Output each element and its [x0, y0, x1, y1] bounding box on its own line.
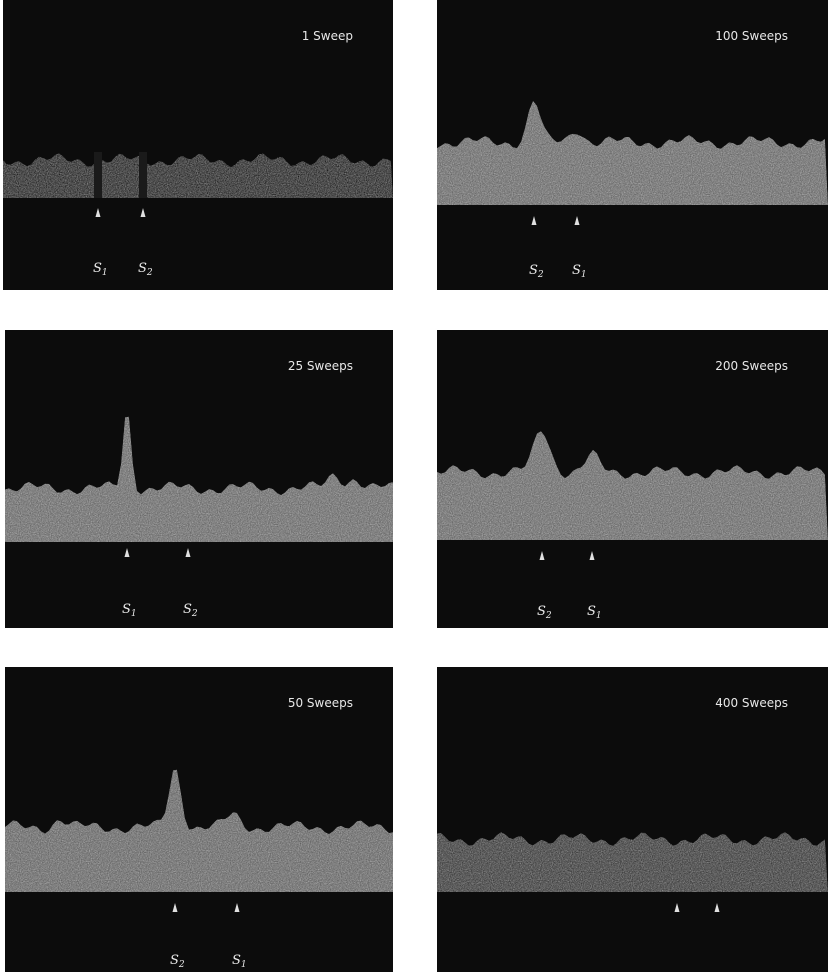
panel-background: [437, 667, 828, 972]
marker-arrow: [234, 903, 240, 912]
marker-arrow: [714, 903, 720, 912]
marker-arrow: [124, 548, 130, 557]
peak-label: S2: [170, 953, 185, 970]
marker-arrow: [172, 903, 178, 912]
peak-subscript: 1: [102, 268, 108, 278]
peak-label: S1: [122, 602, 137, 619]
signal-band: [437, 431, 828, 540]
band-gap: [94, 152, 102, 198]
peak-label: S1: [572, 263, 587, 280]
signal-band: [437, 832, 828, 892]
marker-arrow: [185, 548, 191, 557]
peak-label: S1: [232, 953, 247, 970]
peak-subscript: 1: [131, 609, 137, 619]
panel-caption: 200 Sweeps: [715, 359, 788, 373]
signal-band: [5, 769, 393, 892]
peak-label: S2: [183, 602, 198, 619]
signal-band: [437, 100, 828, 205]
peak-label: S1: [93, 261, 108, 278]
peak-name: S: [529, 263, 538, 278]
peak-label: S2: [537, 604, 552, 621]
peak-name: S: [93, 261, 102, 276]
marker-arrow: [539, 551, 545, 560]
panel: 400 Sweeps: [437, 667, 828, 972]
marker-arrow: [531, 216, 537, 225]
peak-name: S: [183, 602, 192, 617]
peak-subscript: 2: [537, 270, 544, 280]
signal-band: [3, 153, 393, 198]
band-gap: [139, 152, 147, 198]
panel-caption: 50 Sweeps: [288, 696, 353, 710]
peak-subscript: 2: [178, 960, 185, 970]
peak-subscript: 2: [191, 609, 198, 619]
peak-subscript: 1: [241, 960, 247, 970]
panel-background: [5, 667, 393, 972]
marker-arrow: [589, 551, 595, 560]
peak-name: S: [537, 604, 546, 619]
peak-subscript: 2: [545, 611, 552, 621]
peak-subscript: 1: [581, 270, 587, 280]
panel-background: [3, 0, 393, 290]
peak-name: S: [572, 263, 581, 278]
peak-name: S: [122, 602, 131, 617]
marker-arrow: [674, 903, 680, 912]
marker-arrow: [140, 208, 146, 217]
peak-name: S: [587, 604, 596, 619]
panel-caption: 400 Sweeps: [715, 696, 788, 710]
panel-caption: 25 Sweeps: [288, 359, 353, 373]
peak-subscript: 1: [596, 611, 602, 621]
panel-caption: 1 Sweep: [302, 29, 353, 43]
marker-arrow: [95, 208, 101, 217]
peak-name: S: [138, 261, 147, 276]
peak-label: S2: [529, 263, 544, 280]
peak-name: S: [170, 953, 179, 968]
peak-label: S1: [587, 604, 602, 621]
marker-arrow: [574, 216, 580, 225]
peak-subscript: 2: [146, 268, 153, 278]
panel-caption: 100 Sweeps: [715, 29, 788, 43]
peak-name: S: [232, 953, 241, 968]
signal-band: [5, 416, 393, 542]
peak-label: S2: [138, 261, 153, 278]
